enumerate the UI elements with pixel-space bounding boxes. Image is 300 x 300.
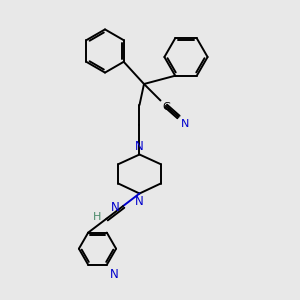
Text: N: N — [110, 268, 118, 281]
Text: N: N — [134, 140, 143, 153]
Text: N: N — [181, 119, 189, 129]
Text: C: C — [162, 102, 170, 112]
Text: N: N — [111, 201, 119, 214]
Text: N: N — [134, 195, 143, 208]
Text: H: H — [93, 212, 101, 222]
